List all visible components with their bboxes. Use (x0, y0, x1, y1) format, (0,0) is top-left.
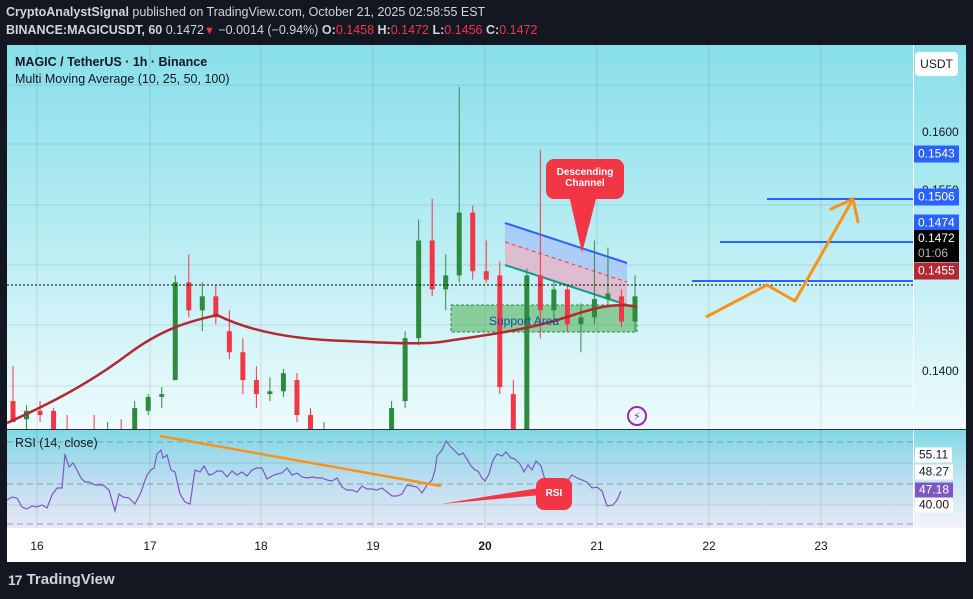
countdown-timer: 01:06 (918, 246, 949, 260)
rsi-tick-label: 47.18 (915, 482, 954, 498)
last-price: 0.1472 (165, 23, 204, 37)
time-axis[interactable]: 16 17 18 19 20 21 22 23 (7, 528, 966, 562)
price-tick-label: 0.1400 (922, 364, 959, 378)
support-area-label[interactable]: Support Area (489, 314, 560, 328)
rsi-legend[interactable]: RSI (14, close) (15, 436, 98, 450)
time-tick-label: 16 (30, 539, 44, 553)
low-label: L: (432, 23, 445, 37)
price-chart-canvas[interactable] (7, 45, 913, 429)
chart-legend: MAGIC / TetherUS · 1h · Binance Multi Mo… (15, 53, 229, 88)
price-tag[interactable]: 0.1472 01:06 (914, 230, 959, 262)
publisher-name[interactable]: CryptoAnalystSignal (6, 5, 129, 19)
price-tick-label: 0.1600 (922, 125, 959, 139)
rsi-chart-canvas[interactable] (7, 430, 913, 528)
flash-icon[interactable]: ⚡ (627, 406, 647, 426)
time-tick-label: 23 (814, 539, 828, 553)
price-tag[interactable]: 0.1543 (914, 145, 959, 163)
pane-divider[interactable] (7, 429, 966, 430)
rsi-tick-label: 48.27 (915, 464, 954, 480)
tradingview-brand[interactable]: TradingView (26, 571, 115, 588)
publication-header: CryptoAnalystSignal published on Trading… (6, 3, 966, 40)
publisher-line: CryptoAnalystSignal published on Trading… (6, 3, 966, 21)
tradingview-logo-icon[interactable]: 17 (8, 571, 23, 588)
rsi-tick-label: 55.11 (915, 447, 953, 463)
currency-button[interactable]: USDT (915, 52, 958, 76)
low-value: 0.1456 (444, 23, 483, 37)
high-label: H: (377, 23, 391, 37)
close-value: 0.1472 (499, 23, 538, 37)
high-value: 0.1472 (390, 23, 429, 37)
time-tick-label: 22 (702, 539, 716, 553)
time-tick-label: 18 (254, 539, 268, 553)
published-text: published on TradingView.com, October 21… (128, 5, 486, 19)
rsi-pane[interactable] (7, 430, 913, 528)
footer-branding: 17 TradingView (8, 571, 115, 588)
rsi-tick-label: 40.00 (915, 497, 954, 513)
price-tag[interactable]: 0.1455 (914, 262, 959, 280)
time-tick-label: 17 (143, 539, 157, 553)
rsi-callout[interactable]: RSI (536, 478, 572, 510)
chart-frame[interactable]: MAGIC / TetherUS · 1h · Binance Multi Mo… (7, 45, 966, 562)
ma-indicator-label[interactable]: Multi Moving Average (10, 25, 50, 100) (15, 72, 230, 86)
time-tick-label: 21 (590, 539, 604, 553)
symbol-ohlc-line: BINANCE:MAGICUSDT, 60 0.1472▼ −0.0014 (−… (6, 21, 966, 40)
price-tag[interactable]: 0.1474 (914, 214, 959, 232)
close-label: C: (485, 23, 500, 37)
down-arrow-icon: ▼ (203, 25, 215, 37)
time-tick-label: 20 (478, 539, 492, 553)
open-label: O: (321, 23, 336, 37)
descending-channel-callout[interactable]: Descending Channel (546, 159, 624, 199)
symbol-interval: BINANCE:MAGICUSDT, 60 (6, 23, 163, 37)
price-tag[interactable]: 0.1506 (914, 188, 959, 206)
symbol-title[interactable]: MAGIC / TetherUS · 1h · Binance (15, 55, 208, 69)
open-value: 0.1458 (335, 23, 375, 37)
price-change: −0.0014 (−0.94%) (218, 23, 319, 37)
time-tick-label: 19 (366, 539, 380, 553)
